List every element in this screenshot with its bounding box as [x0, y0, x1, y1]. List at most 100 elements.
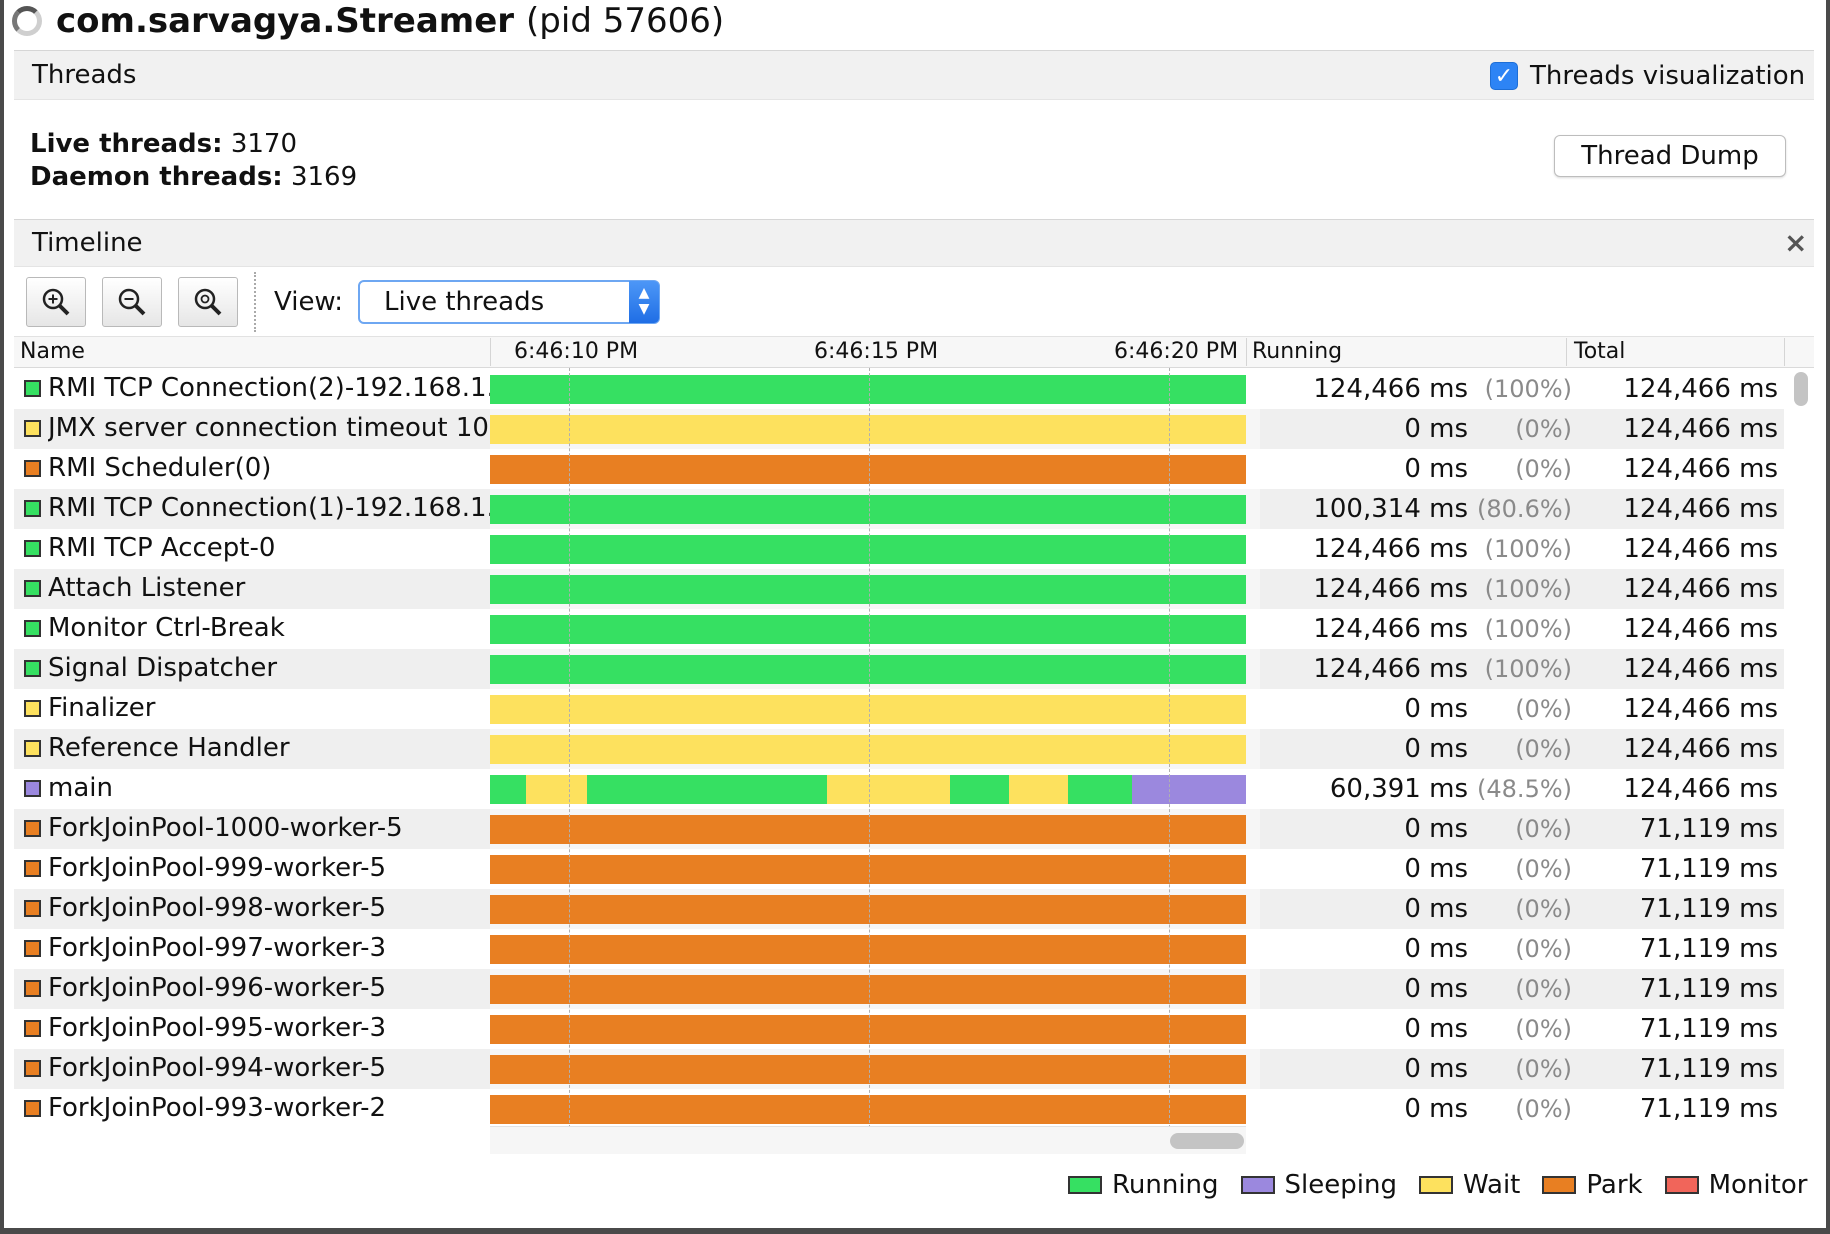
- thread-row[interactable]: Finalizer 0 ms (0%) 124,466 ms: [14, 689, 1784, 729]
- timeline-segment-wait: [490, 415, 1246, 444]
- thread-row[interactable]: RMI TCP Accept-0 124,466 ms (100%) 124,466 …: [14, 529, 1784, 569]
- thread-name: RMI Scheduler(0): [48, 453, 272, 483]
- thread-row[interactable]: ForkJoinPool-998-worker-5 0 ms (0%) 71,119 …: [14, 889, 1784, 929]
- thread-state-icon: [24, 460, 41, 477]
- thread-row[interactable]: ForkJoinPool-1000-worker-5 0 ms (0%) 71,119…: [14, 809, 1784, 849]
- thread-name: ForkJoinPool-999-worker-5: [48, 853, 387, 883]
- column-header-total[interactable]: Total: [1574, 339, 1626, 364]
- timeline-segment-park: [490, 1055, 1246, 1084]
- thread-state-icon: [24, 1100, 41, 1117]
- view-select[interactable]: Live threads ▲ ▼: [358, 280, 660, 324]
- threads-visualization-checkbox[interactable]: ✓: [1490, 62, 1518, 90]
- thread-row[interactable]: ForkJoinPool-994-worker-5 0 ms (0%) 71,119 …: [14, 1049, 1784, 1089]
- column-header-name[interactable]: Name: [20, 339, 85, 364]
- legend-label-monitor: Monitor: [1708, 1170, 1808, 1200]
- horizontal-scrollbar-track[interactable]: [490, 1126, 1246, 1154]
- time-tick-label: 6:46:20 PM: [1114, 339, 1239, 364]
- thread-row[interactable]: RMI Scheduler(0) 0 ms (0%) 124,466 ms: [14, 449, 1784, 489]
- zoom-out-button[interactable]: [102, 277, 162, 327]
- running-time: 124,466 ms: [1313, 654, 1468, 684]
- close-icon[interactable]: ×: [1784, 226, 1808, 259]
- horizontal-scrollbar-thumb[interactable]: [1170, 1133, 1244, 1149]
- daemon-threads-label: Daemon threads:: [30, 162, 283, 192]
- running-time: 0 ms: [1404, 974, 1468, 1004]
- timeline-segment-running: [490, 495, 1246, 524]
- thread-name: ForkJoinPool-993-worker-2: [48, 1093, 387, 1123]
- thread-name: ForkJoinPool-994-worker-5: [48, 1053, 387, 1083]
- thread-row[interactable]: Monitor Ctrl-Break 124,466 ms (100%) 124,46…: [14, 609, 1784, 649]
- thread-timeline-bar: [490, 935, 1246, 964]
- running-time: 100,314 ms: [1313, 494, 1468, 524]
- threads-section-header: Threads ✓ Threads visualization: [14, 50, 1814, 100]
- timeline-segment-sleeping: [1131, 775, 1246, 804]
- running-percent: (0%): [1515, 975, 1572, 1003]
- thread-dump-button[interactable]: Thread Dump: [1554, 135, 1786, 177]
- timeline-gridline: [1169, 368, 1170, 1128]
- running-time: 0 ms: [1404, 1054, 1468, 1084]
- threads-visualization-toggle[interactable]: ✓ Threads visualization: [1490, 61, 1805, 91]
- thread-row[interactable]: main 60,391 ms (48.5%) 124,466 ms: [14, 769, 1784, 809]
- total-time: 124,466 ms: [1623, 574, 1778, 604]
- running-percent: (100%): [1484, 615, 1572, 643]
- legend-label-wait: Wait: [1462, 1170, 1521, 1200]
- app-pid: (pid 57606): [526, 1, 725, 41]
- vertical-scrollbar-thumb[interactable]: [1794, 372, 1808, 406]
- thread-row[interactable]: ForkJoinPool-997-worker-3 0 ms (0%) 71,119 …: [14, 929, 1784, 969]
- running-time: 60,391 ms: [1329, 774, 1468, 804]
- timeline-segment-wait: [1009, 775, 1069, 804]
- running-percent: (100%): [1484, 655, 1572, 683]
- thread-row[interactable]: RMI TCP Connection(1)-192.168.1. 100,314 …: [14, 489, 1784, 529]
- zoom-fit-button[interactable]: [178, 277, 238, 327]
- running-percent: (0%): [1515, 455, 1572, 483]
- running-percent: (0%): [1515, 815, 1572, 843]
- column-divider: [1784, 338, 1785, 366]
- timeline-segment-running: [490, 655, 1246, 684]
- legend-label-park: Park: [1586, 1170, 1643, 1200]
- thread-state-icon: [24, 860, 41, 877]
- thread-row[interactable]: ForkJoinPool-996-worker-5 0 ms (0%) 71,119 …: [14, 969, 1784, 1009]
- view-select-value: Live threads: [384, 287, 545, 317]
- daemon-threads-value: 3169: [290, 162, 358, 192]
- running-percent: (100%): [1484, 375, 1572, 403]
- running-time: 0 ms: [1404, 1094, 1468, 1124]
- thread-timeline-bar: [490, 495, 1246, 524]
- total-time: 71,119 ms: [1639, 894, 1778, 924]
- thread-row[interactable]: ForkJoinPool-993-worker-2 0 ms (0%) 71,119 …: [14, 1089, 1784, 1129]
- thread-name: ForkJoinPool-996-worker-5: [48, 973, 387, 1003]
- zoom-in-button[interactable]: [26, 277, 86, 327]
- thread-timeline-bar: [490, 615, 1246, 644]
- thread-row[interactable]: Reference Handler 0 ms (0%) 124,466 ms: [14, 729, 1784, 769]
- column-header-running[interactable]: Running: [1252, 339, 1343, 364]
- timeline-segment-park: [490, 815, 1246, 844]
- running-percent: (0%): [1515, 415, 1572, 443]
- thread-row[interactable]: Signal Dispatcher 124,466 ms (100%) 124,466…: [14, 649, 1784, 689]
- thread-state-icon: [24, 940, 41, 957]
- total-time: 71,119 ms: [1639, 854, 1778, 884]
- timeline-segment-wait: [526, 775, 587, 804]
- live-threads-stat: Live threads: 3170: [30, 128, 357, 161]
- thread-timeline-bar: [490, 1095, 1246, 1124]
- thread-timeline-bar: [490, 735, 1246, 764]
- running-percent: (0%): [1515, 895, 1572, 923]
- total-time: 71,119 ms: [1639, 934, 1778, 964]
- thread-row[interactable]: Attach Listener 124,466 ms (100%) 124,466 m…: [14, 569, 1784, 609]
- column-divider: [490, 338, 491, 366]
- timeline-segment-park: [490, 455, 1246, 484]
- running-time: 124,466 ms: [1313, 534, 1468, 564]
- thread-row[interactable]: RMI TCP Connection(2)-192.168.1. 124,466 …: [14, 369, 1784, 409]
- timeline-segment-park: [490, 895, 1246, 924]
- timeline-segment-wait: [827, 775, 950, 804]
- thread-row[interactable]: ForkJoinPool-995-worker-3 0 ms (0%) 71,119 …: [14, 1009, 1784, 1049]
- thread-row[interactable]: ForkJoinPool-999-worker-5 0 ms (0%) 71,119 …: [14, 849, 1784, 889]
- thread-state-icon: [24, 1060, 41, 1077]
- thread-state-icon: [24, 500, 41, 517]
- thread-name: Signal Dispatcher: [48, 653, 278, 683]
- running-time: 0 ms: [1404, 454, 1468, 484]
- legend-label-sleeping: Sleeping: [1284, 1170, 1397, 1200]
- running-percent: (0%): [1515, 1095, 1572, 1123]
- thread-row[interactable]: JMX server connection timeout 107 0 ms (0%…: [14, 409, 1784, 449]
- running-percent: (100%): [1484, 535, 1572, 563]
- timeline-segment-wait: [490, 735, 1246, 764]
- thread-state-icon: [24, 1020, 41, 1037]
- running-time: 124,466 ms: [1313, 574, 1468, 604]
